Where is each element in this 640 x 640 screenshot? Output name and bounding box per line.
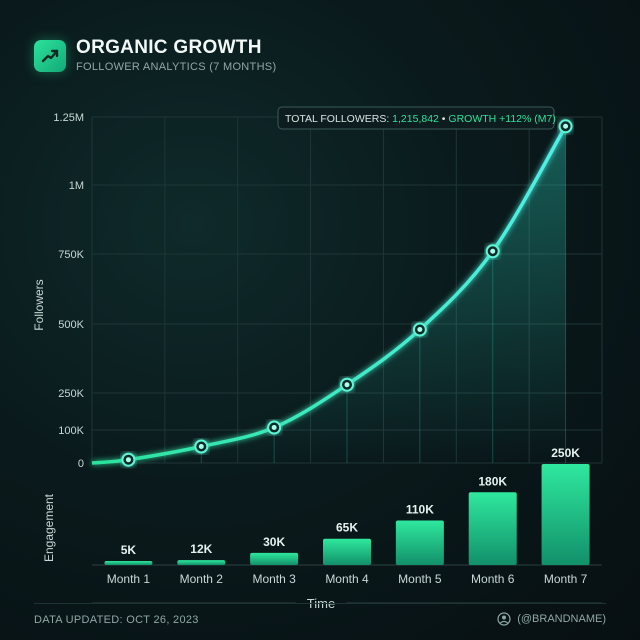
data-point-core — [490, 248, 496, 254]
brand-handle-text: (@BRANDNAME) — [517, 613, 606, 625]
brand-handle: (@BRANDNAME) — [497, 612, 606, 626]
bar-value-label: 110K — [406, 503, 434, 517]
total-annotation: TOTAL FOLLOWERS: 1,215,842 • GROWTH +112… — [277, 106, 556, 130]
data-point-core — [417, 327, 423, 333]
bar-value-label: 250K — [551, 446, 580, 460]
trending-up-icon — [34, 39, 66, 72]
y-tick-label: 250K — [58, 388, 84, 400]
y-tick-label: 0 — [78, 458, 84, 470]
user-icon — [497, 612, 511, 626]
x-tick-label: Month 3 — [252, 572, 296, 586]
engagement-bar — [395, 520, 444, 565]
followers-series — [91, 119, 573, 467]
x-tick-label: Month 7 — [544, 572, 588, 586]
engagement-bar — [323, 538, 371, 565]
y-axis-label: Followers — [32, 279, 46, 330]
engagement-bar — [250, 552, 299, 565]
y-tick-label: 1M — [69, 180, 84, 192]
y-tick-label: 1.25M — [53, 112, 84, 124]
x-tick-label: Month 6 — [471, 572, 515, 586]
data-point-core — [198, 444, 204, 449]
bar-value-label: 180K — [478, 474, 507, 488]
x-tick-label: Month 2 — [180, 572, 224, 586]
engagement-bar — [177, 560, 226, 565]
x-tick-label: Month 4 — [325, 572, 369, 586]
annotation-box — [277, 106, 555, 130]
engagement-bar — [468, 492, 517, 565]
annotation-text: TOTAL FOLLOWERS: 1,215,842 • GROWTH +112… — [285, 113, 556, 125]
area-fill — [92, 126, 567, 463]
x-tick-label: Month 5 — [398, 572, 442, 586]
bar-value-label: 12K — [190, 542, 212, 556]
engagement-bar — [541, 464, 590, 565]
bar-value-label: 65K — [336, 521, 358, 535]
followers-area — [92, 126, 566, 463]
page-title: ORGANIC GROWTH — [76, 37, 262, 58]
y-tick-label: 750K — [58, 249, 84, 261]
chart-header: ORGANIC GROWTH FOLLOWER ANALYTICS (7 MON… — [34, 38, 276, 73]
bar-value-label: 5K — [121, 543, 137, 557]
y-tick-label: 500K — [58, 319, 84, 331]
data-point-core — [563, 123, 569, 129]
engagement-series: 5K 12K 30K 65K 110K 180K 250K — [104, 446, 590, 565]
data-point-core — [125, 457, 131, 463]
data-updated-label: DATA UPDATED: OCT 26, 2023 — [34, 614, 199, 626]
engagement-bar — [104, 561, 153, 565]
engagement-axis-label: Engagement — [42, 493, 56, 562]
data-point-core — [344, 382, 350, 388]
footer-divider — [34, 603, 606, 604]
y-tick-label: 100K — [58, 425, 84, 437]
data-point-core — [271, 425, 277, 431]
x-tick-label: Month 1 — [107, 572, 151, 586]
bar-value-label: 30K — [263, 535, 285, 549]
page-subtitle: FOLLOWER ANALYTICS (7 MONTHS) — [76, 61, 277, 73]
